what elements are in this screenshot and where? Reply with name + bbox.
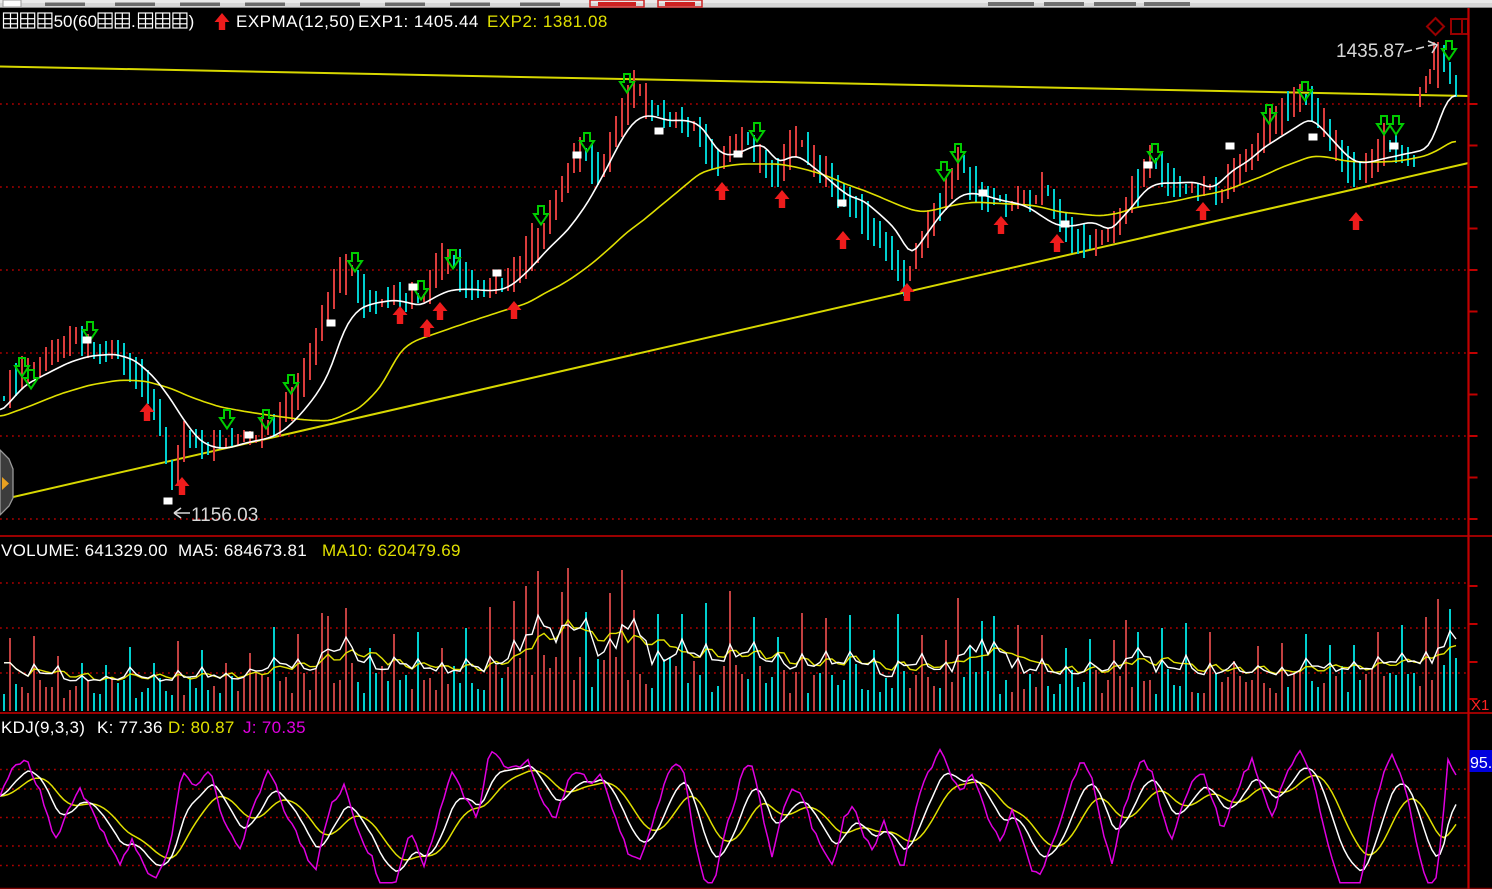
svg-text:KDJ(9,3,3): KDJ(9,3,3): [1, 718, 85, 737]
svg-text:1156.03: 1156.03: [191, 505, 258, 526]
svg-text:VOLUME: 641329.00: VOLUME: 641329.00: [1, 541, 168, 560]
svg-text:K: 77.36: K: 77.36: [97, 718, 163, 737]
svg-text:EXPMA(12,50): EXPMA(12,50): [236, 12, 355, 31]
svg-text:EXP2: 1381.08: EXP2: 1381.08: [487, 12, 608, 31]
svg-text:MA5: 684673.81: MA5: 684673.81: [178, 541, 307, 560]
svg-text:): ): [189, 12, 195, 31]
svg-text:95.: 95.: [1470, 755, 1492, 772]
svg-text:50(60: 50(60: [54, 12, 97, 31]
svg-text:EXP1: 1405.44: EXP1: 1405.44: [358, 12, 479, 31]
svg-text:1435.87: 1435.87: [1336, 41, 1405, 62]
svg-text:J: 70.35: J: 70.35: [243, 718, 306, 737]
svg-text:X1: X1: [1471, 697, 1489, 714]
svg-text:MA10: 620479.69: MA10: 620479.69: [322, 541, 461, 560]
svg-text:D: 80.87: D: 80.87: [168, 718, 235, 737]
svg-text:.: .: [131, 12, 136, 31]
